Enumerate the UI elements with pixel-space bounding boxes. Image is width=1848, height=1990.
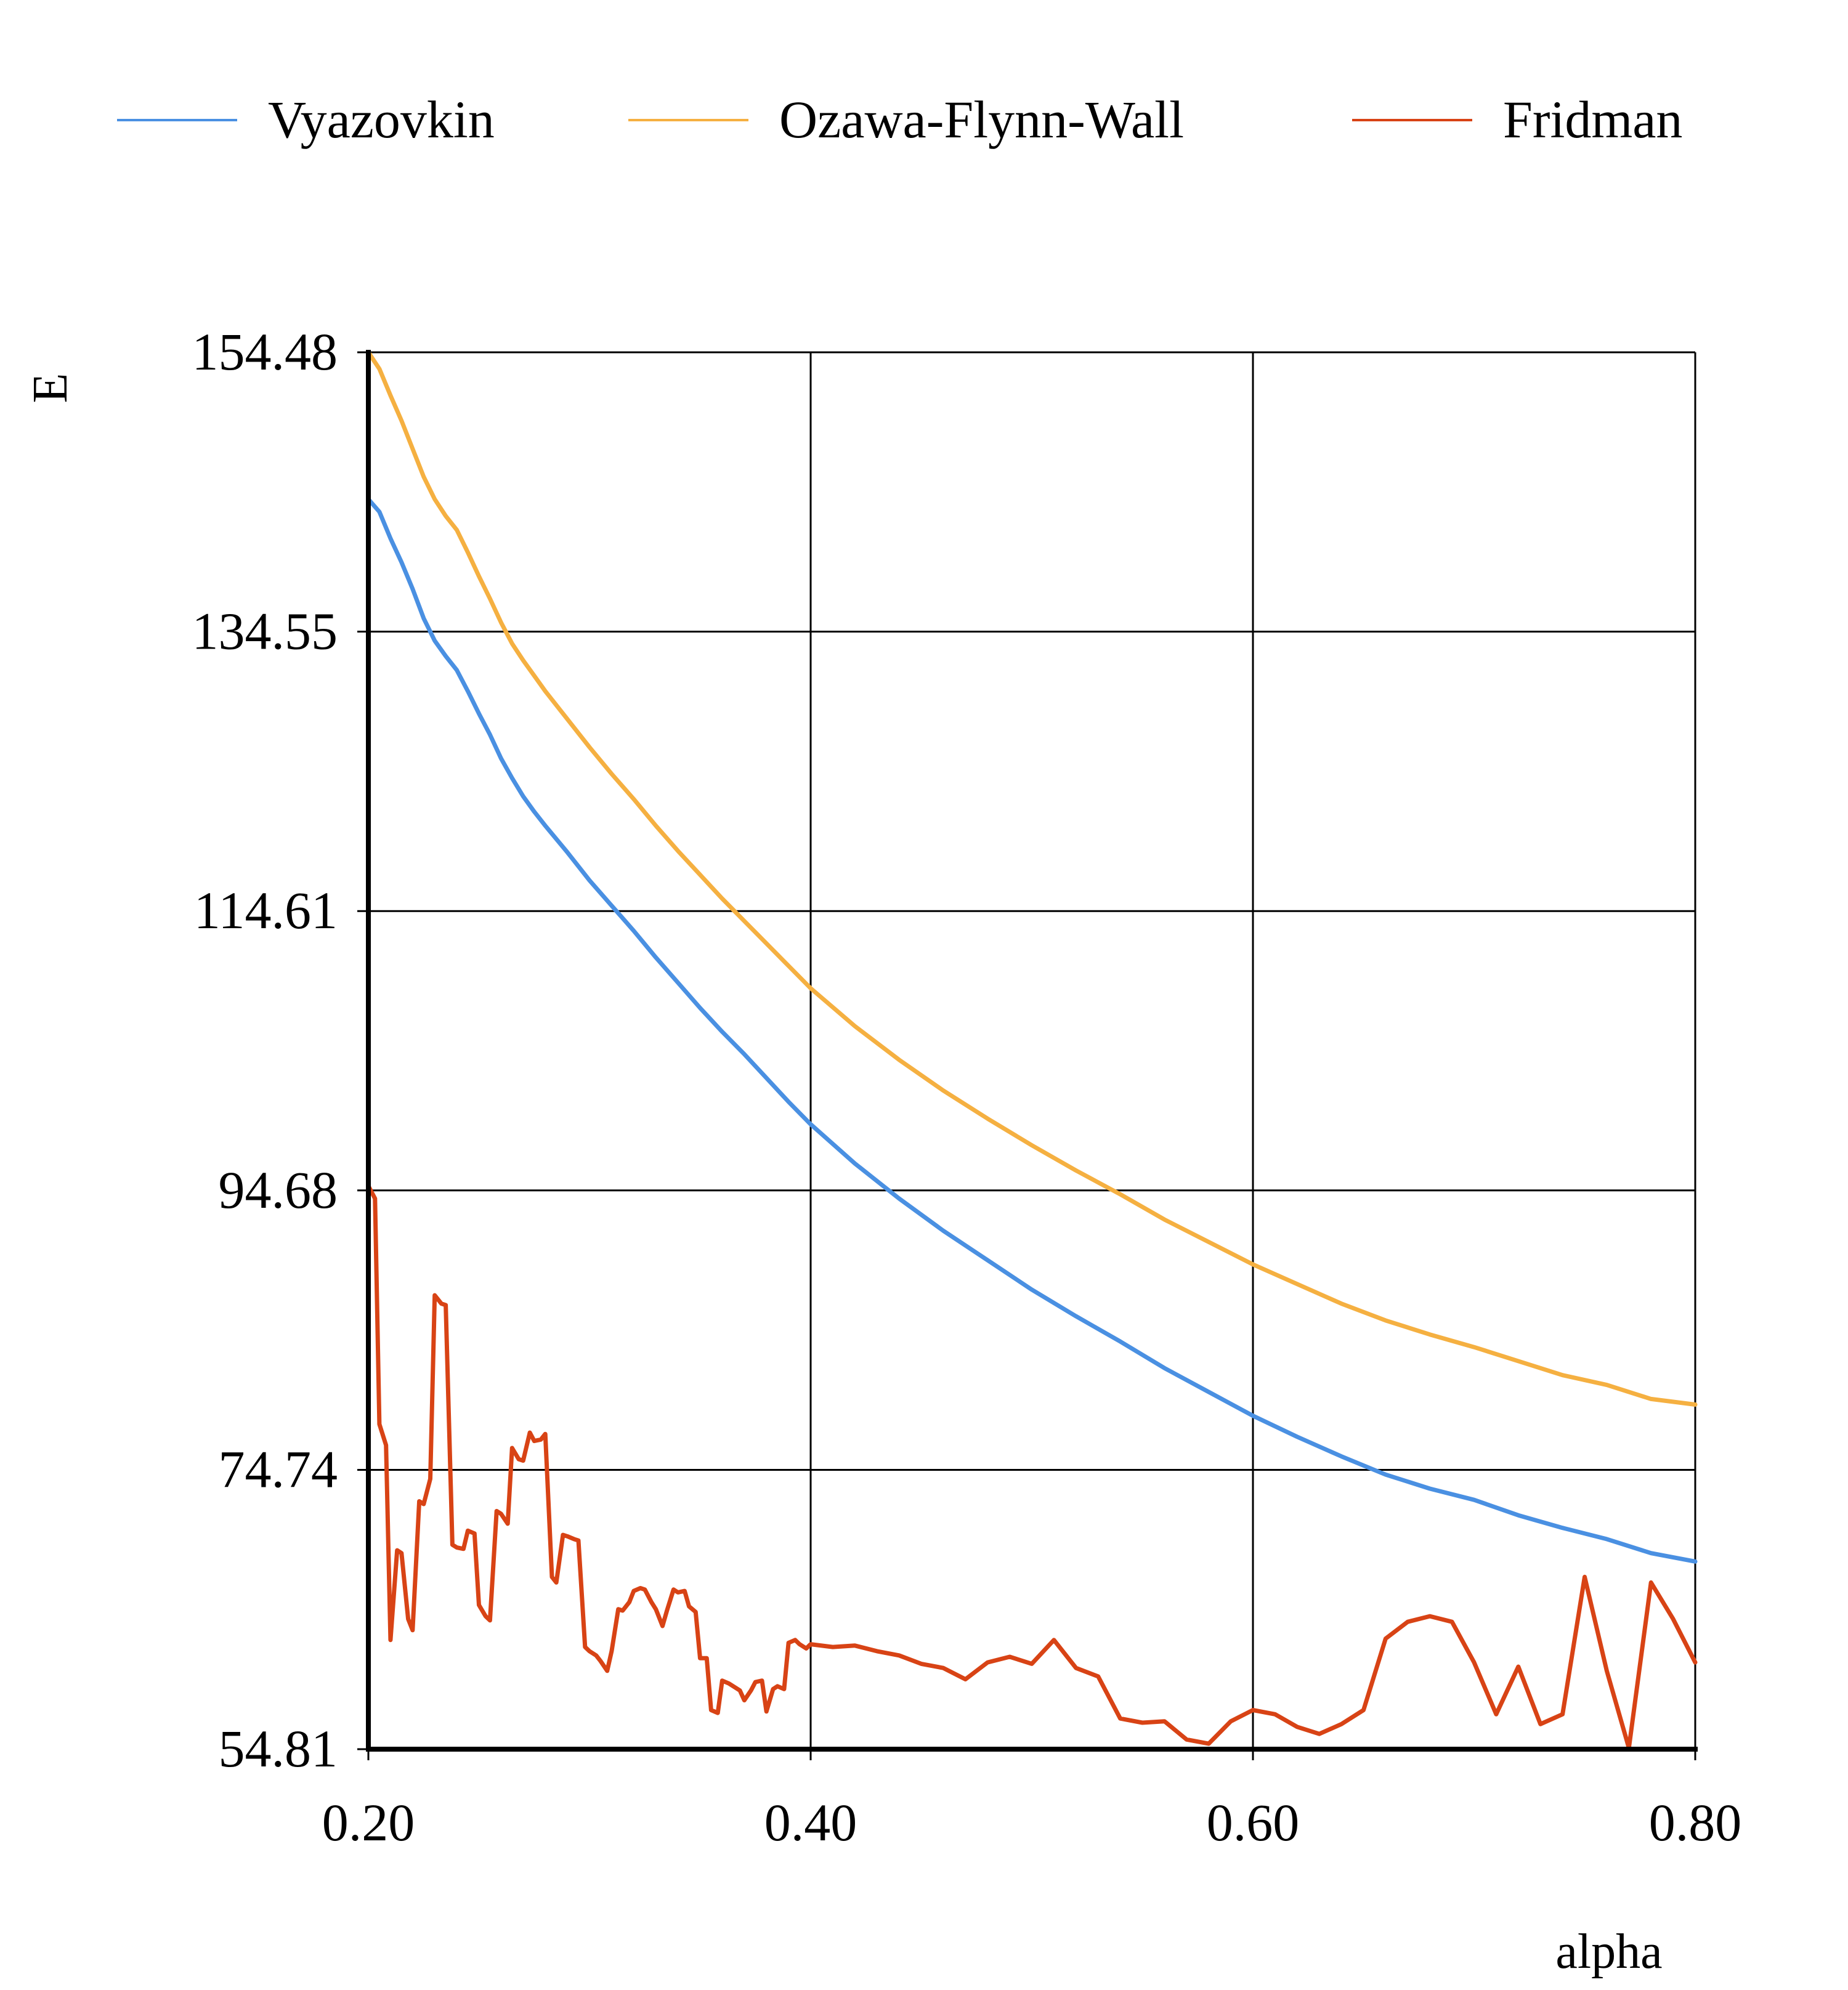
x-tick-label: 0.20 xyxy=(322,1793,415,1852)
series-line-fridman xyxy=(366,1184,1698,1750)
series-line-ozawa-flynn-wall xyxy=(366,350,1698,1407)
y-tick-label: 114.61 xyxy=(194,881,338,940)
legend-label: Ozawa-Flynn-Wall xyxy=(779,90,1184,149)
y-tick-label: 74.74 xyxy=(219,1439,338,1499)
y-tick-label: 94.68 xyxy=(219,1160,338,1219)
x-tick-label: 0.60 xyxy=(1207,1793,1300,1852)
legend: Vyazovkin Ozawa-Flynn-Wall Fridman xyxy=(117,90,1682,149)
x-tick-label: 0.80 xyxy=(1649,1793,1742,1852)
y-tick-label: 54.81 xyxy=(219,1719,338,1778)
x-tick-labels: 0.20 0.40 0.60 0.80 xyxy=(322,1793,1742,1852)
y-axis-label: E xyxy=(23,373,78,403)
gridlines xyxy=(368,351,1696,1749)
y-tick-label: 154.48 xyxy=(192,322,338,381)
legend-label: Vyazovkin xyxy=(268,90,495,149)
legend-label: Fridman xyxy=(1503,90,1682,149)
x-axis-label: alpha xyxy=(1555,1925,1662,1979)
series-line-vyazovkin xyxy=(366,497,1698,1564)
y-tick-labels: 54.81 74.74 94.68 114.61 134.55 154.48 xyxy=(192,322,338,1778)
y-tick-label: 134.55 xyxy=(192,602,338,661)
series-lines xyxy=(366,350,1698,1750)
x-tick-label: 0.40 xyxy=(764,1793,857,1852)
axes xyxy=(357,350,1698,1760)
